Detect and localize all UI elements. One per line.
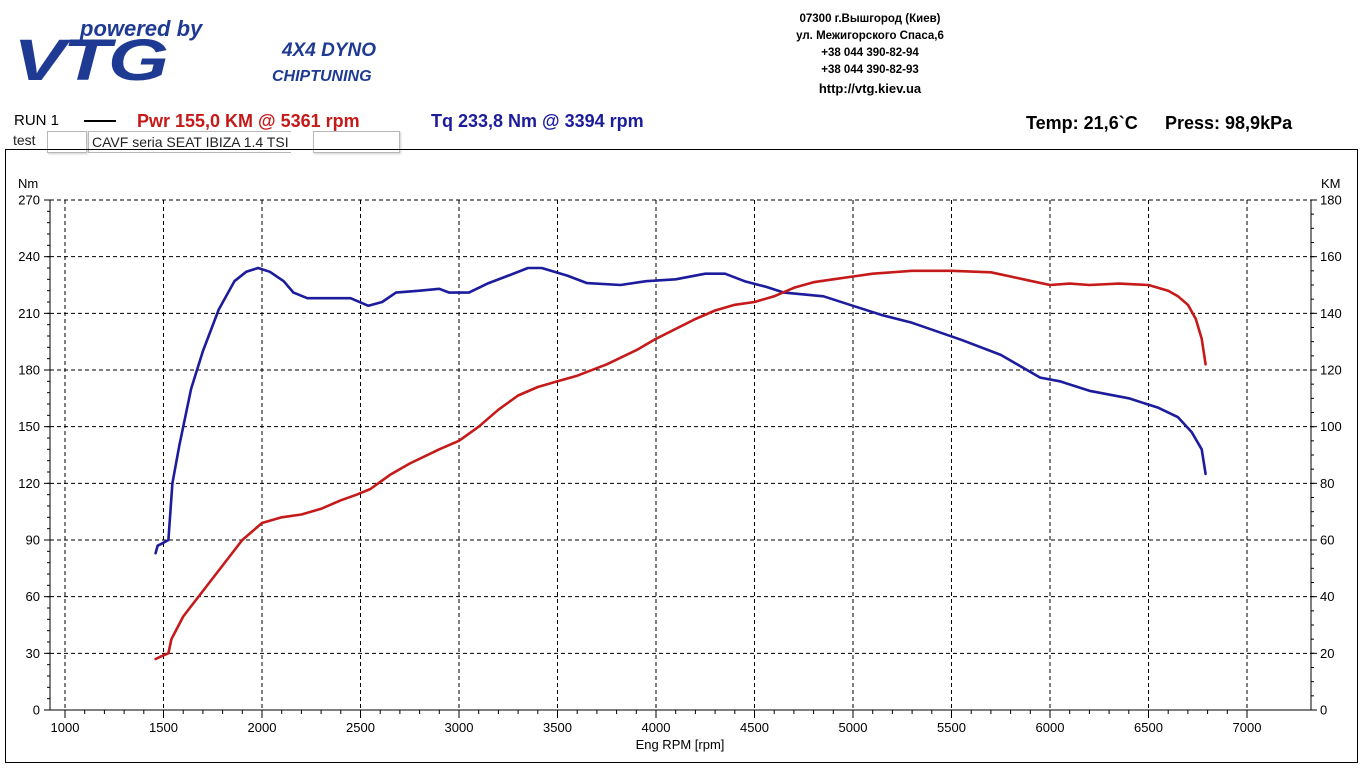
y-axis-label-left: Nm [18, 176, 38, 191]
address-line-city: 07300 г.Вышгород (Киев) [799, 13, 941, 25]
x-tick-label: 3500 [543, 720, 572, 735]
logo-line2: CHIPTUNING [272, 68, 372, 85]
series [154, 266, 1207, 661]
x-tick-label: 4500 [740, 720, 769, 735]
y-tick-label-right: 140 [1320, 306, 1342, 321]
y-tick-label-left: 270 [18, 193, 40, 208]
logo-brand: VTG [13, 28, 167, 90]
y-tick-label-right: 80 [1320, 476, 1334, 491]
address-phone-2: +38 044 390-82-93 [821, 64, 919, 76]
run-legend-line [84, 120, 116, 122]
dealer-address: 07300 г.Вышгород (Киев) ул. Межигорского… [690, 11, 1050, 97]
y-tick-label-left: 150 [18, 419, 40, 434]
x-tick-label: 5000 [839, 720, 868, 735]
y-tick-label-right: 160 [1320, 249, 1342, 264]
address-phone-1: +38 044 390-82-94 [821, 47, 919, 59]
logo-line1: 4X4 DYNO [281, 40, 376, 61]
axes: 0 30 60 90 120 150 180 210 240 270 0 20 40 60 80 100 120… [18, 193, 1341, 736]
y-tick-label-left: 210 [18, 306, 40, 321]
x-tick-label: 6000 [1036, 720, 1065, 735]
x-tick-label: 1000 [51, 720, 80, 735]
x-tick-label: 5500 [937, 720, 966, 735]
y-tick-label-left: 30 [26, 646, 40, 661]
x-axis-label: Eng RPM [rpm] [636, 737, 725, 752]
y-tick-label-left: 90 [26, 533, 40, 548]
vehicle-description: CAVF seria SEAT IBIZA 1.4 TSI [88, 131, 291, 153]
address-line-street: ул. Межигорского Спаса,6 [796, 30, 944, 42]
y-tick-label-right: 180 [1320, 193, 1342, 208]
redacted-box [313, 131, 400, 153]
power-curve [154, 269, 1207, 661]
x-tick-label: 4000 [642, 720, 671, 735]
x-tick-label: 7000 [1233, 720, 1262, 735]
y-tick-label-left: 240 [18, 249, 40, 264]
y-tick-label-left: 180 [18, 363, 40, 378]
y-tick-label-left: 0 [33, 703, 40, 718]
run-label: RUN 1 [14, 112, 60, 129]
x-tick-label: 3000 [445, 720, 474, 735]
redacted-box [47, 131, 87, 153]
y-axis-label-right: KM [1321, 176, 1341, 191]
torque-summary: Tq 233,8 Nm @ 3394 rpm [431, 111, 644, 131]
website-link[interactable]: http://vtg.kiev.ua [818, 81, 922, 96]
y-tick-label-right: 40 [1320, 589, 1334, 604]
x-tick-label: 2000 [248, 720, 277, 735]
logo-tagline: powered by [79, 16, 204, 41]
y-tick-label-left: 120 [18, 476, 40, 491]
vtg-logo: powered by VTG 4X4 DYNO CHIPTUNING [13, 16, 376, 90]
y-tick-label-right: 100 [1320, 419, 1342, 434]
power-summary: Pwr 155,0 KM @ 5361 rpm [137, 111, 360, 131]
x-tick-label: 2500 [346, 720, 375, 735]
chart-frame [5, 149, 1358, 763]
y-tick-label-right: 20 [1320, 646, 1334, 661]
y-tick-label-right: 120 [1320, 363, 1342, 378]
y-tick-label-right: 0 [1320, 703, 1327, 718]
x-tick-label: 6500 [1134, 720, 1163, 735]
y-tick-label-left: 60 [26, 589, 40, 604]
x-tick-label: 1500 [149, 720, 178, 735]
y-tick-label-right: 60 [1320, 533, 1334, 548]
test-label: test [13, 132, 36, 148]
torque-curve [154, 266, 1207, 555]
pressure-readout: Press: 98,9kPa [1165, 113, 1293, 133]
temperature-readout: Temp: 21,6`C [1026, 113, 1138, 133]
